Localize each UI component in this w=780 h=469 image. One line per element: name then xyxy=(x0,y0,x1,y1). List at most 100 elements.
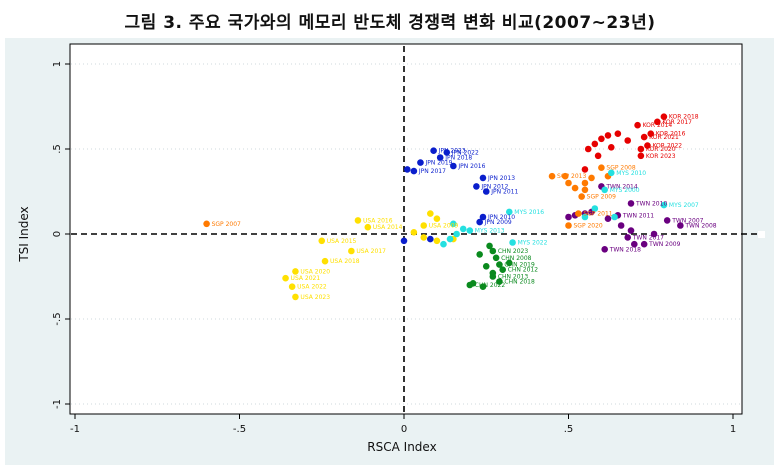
point-usa xyxy=(420,234,427,241)
point-kor xyxy=(641,134,648,141)
point-label: SGP 2007 xyxy=(212,221,241,228)
point-usa xyxy=(322,258,329,265)
point-jpn xyxy=(427,236,434,243)
y-tick-label: .5 xyxy=(52,144,63,154)
point-chn xyxy=(486,243,493,250)
point-usa xyxy=(427,210,434,217)
y-tick-label: 1 xyxy=(52,61,63,67)
point-label: USA 2021 xyxy=(291,275,321,282)
point-mys xyxy=(453,231,460,238)
point-label: JPN 2013 xyxy=(487,175,515,182)
point-label: SGP 2013 xyxy=(557,173,586,180)
point-label: USA 2014 xyxy=(373,224,403,231)
plot-panel: 1.5 0 -.5 -1 -1 -.5 0.5 1 KOR 2018 KOR 2017 KOR 2… xyxy=(5,38,774,465)
point-usa xyxy=(434,215,441,222)
point-usa xyxy=(318,238,325,245)
point-sgp xyxy=(588,175,595,182)
point-label: CHN 2018 xyxy=(504,279,535,286)
point-usa xyxy=(420,222,427,229)
point-label: JPN 2016 xyxy=(457,163,485,170)
point-jpn xyxy=(476,219,483,226)
point-label: KOR 2014 xyxy=(643,122,673,129)
point-jpn xyxy=(404,166,411,173)
point-label: KOR 2023 xyxy=(646,153,676,160)
point-label: SGP 2009 xyxy=(587,194,616,201)
point-label: JPN 2011 xyxy=(490,189,518,196)
point-jpn xyxy=(473,183,480,190)
point-jpn xyxy=(401,238,408,245)
point-sgp xyxy=(572,185,579,192)
edge-marker xyxy=(758,231,765,238)
point-twn xyxy=(601,246,608,253)
point-mys xyxy=(460,226,467,233)
point-chn xyxy=(490,270,497,277)
point-mys xyxy=(509,239,516,246)
point-sgp xyxy=(549,173,556,180)
point-jpn xyxy=(411,168,418,175)
point-kor xyxy=(615,130,622,137)
point-chn xyxy=(493,255,500,262)
point-sgp xyxy=(578,193,585,200)
point-jpn xyxy=(430,147,437,154)
point-twn xyxy=(624,234,631,241)
point-mys xyxy=(440,241,447,248)
point-label: USA 2017 xyxy=(356,248,386,255)
point-label: CHN 2022 xyxy=(475,282,506,289)
point-label: TWN 2010 xyxy=(635,200,667,207)
point-kor xyxy=(605,132,612,139)
point-chn xyxy=(476,251,483,258)
point-usa xyxy=(282,275,289,282)
point-usa xyxy=(355,217,362,224)
point-usa xyxy=(289,283,296,290)
x-tick-label: 0 xyxy=(401,424,407,435)
point-usa xyxy=(292,268,299,275)
point-kor xyxy=(585,146,592,153)
x-tick-label: -.5 xyxy=(233,424,246,435)
point-label: USA 2022 xyxy=(297,284,327,291)
point-label: USA 2018 xyxy=(330,258,360,265)
point-label: KOR 2021 xyxy=(649,134,679,141)
point-twn xyxy=(618,222,625,229)
point-kor xyxy=(592,141,599,148)
point-sgp xyxy=(598,164,605,171)
point-sgp xyxy=(582,180,589,187)
point-sgp xyxy=(565,222,572,229)
point-mys xyxy=(447,236,454,243)
point-label: MYS 2000 xyxy=(610,187,640,194)
chart-title: 그림 3. 주요 국가와의 메모리 반도체 경쟁력 변화 비교(2007~23년… xyxy=(0,8,780,33)
point-twn xyxy=(565,214,572,221)
point-sgp xyxy=(203,221,210,228)
point-usa xyxy=(434,238,441,245)
x-tick-label: 1 xyxy=(730,424,736,435)
point-sgp xyxy=(582,187,589,194)
point-mys xyxy=(467,227,474,234)
y-axis-label: TSI Index xyxy=(17,206,31,262)
point-twn xyxy=(641,241,648,248)
x-tick-label: -1 xyxy=(70,424,80,435)
point-label: MYS 2007 xyxy=(669,202,699,209)
point-label: MYS 2013 xyxy=(475,228,505,235)
y-tick-label: -.5 xyxy=(52,312,63,325)
point-label: JPN 2009 xyxy=(484,219,512,226)
point-sgp xyxy=(565,180,572,187)
point-usa xyxy=(292,294,299,301)
point-usa xyxy=(411,229,418,236)
point-label: MYS 2016 xyxy=(514,209,544,216)
point-label: JPN 2017 xyxy=(418,168,446,175)
point-jpn xyxy=(417,159,424,166)
point-kor xyxy=(638,146,645,153)
point-label: USA 2009 xyxy=(429,223,459,230)
y-tick-label: -1 xyxy=(52,399,63,409)
point-label: TWN 2009 xyxy=(648,241,680,248)
point-label: TWN 2018 xyxy=(609,246,641,253)
point-label: TWN 2011 xyxy=(622,212,654,219)
point-kor xyxy=(608,144,615,151)
x-tick-label: .5 xyxy=(564,424,574,435)
point-label: SGP 2020 xyxy=(574,223,603,230)
point-kor xyxy=(634,122,641,129)
point-label: SGP 2011 xyxy=(583,211,612,218)
point-sgp xyxy=(575,210,582,217)
point-kor xyxy=(595,153,602,160)
